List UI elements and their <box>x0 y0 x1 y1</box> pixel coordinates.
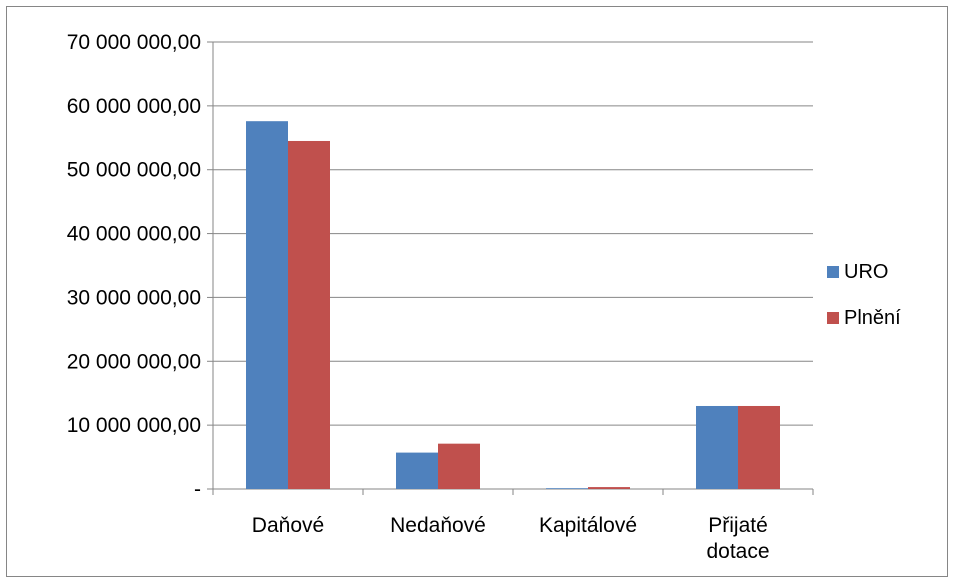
x-category-label: Nedaňové <box>390 514 486 537</box>
legend-swatch <box>827 266 839 278</box>
y-tick-label: 20 000 000,00 <box>67 350 201 373</box>
bar-plnění-2 <box>588 487 630 489</box>
y-tick-label: 50 000 000,00 <box>67 159 201 182</box>
bar-uro-0 <box>246 121 288 489</box>
bar-plnění-3 <box>738 405 780 489</box>
legend-label: URO <box>844 261 888 283</box>
bar-uro-1 <box>396 452 438 489</box>
bar-plnění-0 <box>288 140 330 489</box>
bar-uro-2 <box>546 488 588 489</box>
x-category-label: Kapitálové <box>539 514 637 537</box>
x-category-label: Daňové <box>252 514 324 537</box>
y-tick-label: 60 000 000,00 <box>67 95 201 118</box>
y-tick-label: 40 000 000,00 <box>67 223 201 246</box>
legend-label: Plnění <box>844 307 901 329</box>
y-tick-label: 70 000 000,00 <box>67 31 201 54</box>
x-category-label: Přijaté <box>708 514 768 537</box>
x-category-label: dotace <box>706 540 769 563</box>
legend-swatch <box>827 312 839 324</box>
y-tick-label: 10 000 000,00 <box>67 414 201 437</box>
y-tick-label: 30 000 000,00 <box>67 286 201 309</box>
y-tick-label: - <box>194 478 201 501</box>
bar-plnění-1 <box>438 443 480 489</box>
bar-uro-3 <box>696 405 738 489</box>
